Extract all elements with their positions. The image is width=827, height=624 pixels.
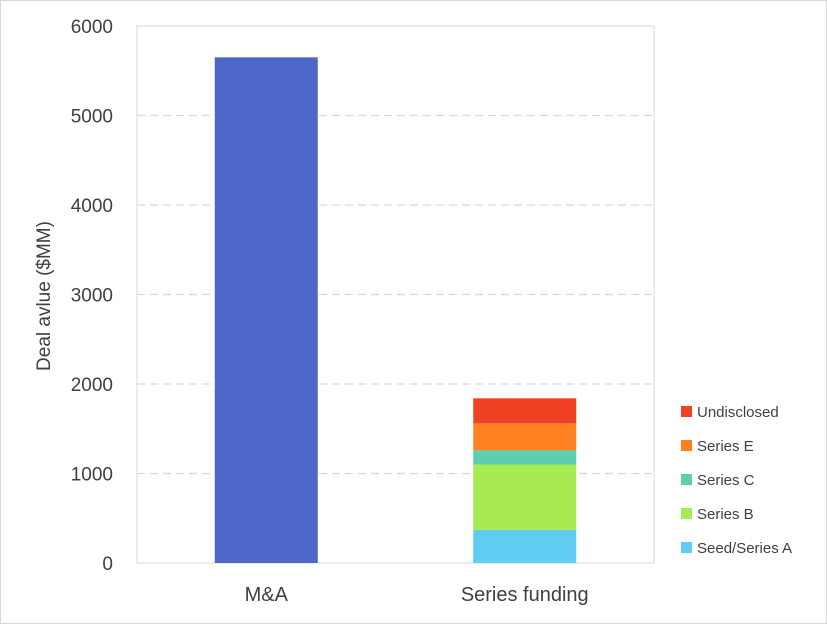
legend-swatch — [681, 508, 692, 519]
bar-segment — [473, 423, 577, 451]
legend-swatch — [681, 474, 692, 485]
y-tick-label: 3000 — [71, 286, 113, 307]
legend-label: Series E — [697, 438, 754, 455]
legend-item: Series E — [681, 438, 754, 455]
y-axis-ticks: 0 1000 2000 3000 4000 5000 6000 — [71, 17, 113, 575]
legend-item: Series B — [681, 506, 754, 523]
legend-swatch — [681, 406, 692, 417]
legend-swatch — [681, 440, 692, 451]
bar-segment — [473, 529, 577, 563]
x-axis-categories: M&A Series funding — [245, 584, 589, 606]
legend-label: Series B — [697, 506, 754, 523]
legend-item: Seed/Series A — [681, 540, 792, 557]
legend-label: Seed/Series A — [697, 540, 792, 557]
y-tick-label: 6000 — [71, 17, 113, 38]
legend-swatch — [681, 542, 692, 553]
bars — [214, 57, 577, 563]
legend: Undisclosed Series E Series C Series B Seed/… — [681, 404, 792, 557]
legend-item: Undisclosed — [681, 404, 779, 421]
bar-segment — [214, 57, 318, 563]
x-category-label: M&A — [245, 584, 289, 606]
plot-area — [136, 25, 655, 564]
gridlines — [137, 114, 654, 475]
y-tick-label: 0 — [102, 554, 113, 575]
y-tick-label: 5000 — [71, 107, 113, 128]
y-axis-label: Deal avlue ($MM) — [34, 221, 55, 371]
legend-label: Series C — [697, 472, 755, 489]
bar-segment — [473, 398, 577, 424]
y-tick-label: 2000 — [71, 375, 113, 396]
bar-segment — [473, 464, 577, 530]
bar-segment — [473, 450, 577, 465]
x-category-label: Series funding — [461, 584, 589, 606]
legend-item: Series C — [681, 472, 755, 489]
legend-label: Undisclosed — [697, 404, 779, 421]
y-tick-label: 1000 — [71, 465, 113, 486]
y-tick-label: 4000 — [71, 196, 113, 217]
